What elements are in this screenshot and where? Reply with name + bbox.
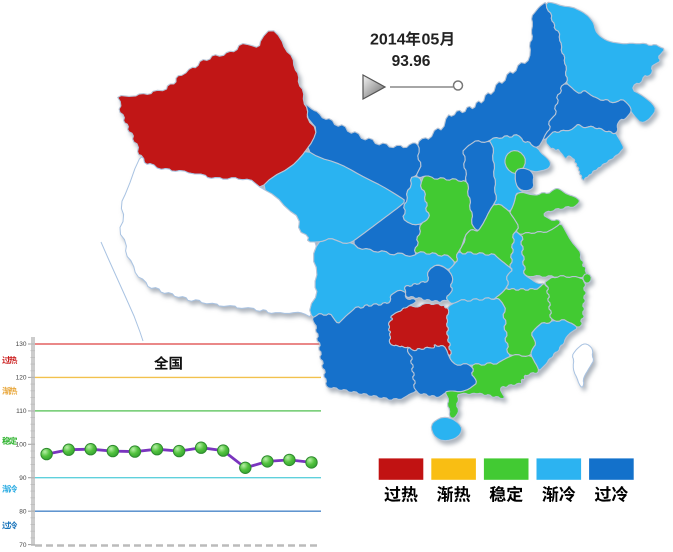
svg-text:2014: 2014 bbox=[370, 32, 406, 49]
svg-text:90: 90 bbox=[19, 475, 27, 482]
svg-text:80: 80 bbox=[19, 508, 27, 515]
svg-text:93.96: 93.96 bbox=[392, 53, 431, 70]
svg-text:05: 05 bbox=[422, 32, 440, 49]
svg-text:100: 100 bbox=[16, 442, 27, 449]
svg-text:120: 120 bbox=[16, 375, 27, 382]
svg-text:130: 130 bbox=[16, 341, 27, 348]
svg-text:70: 70 bbox=[19, 542, 27, 549]
svg-text:110: 110 bbox=[16, 408, 27, 415]
